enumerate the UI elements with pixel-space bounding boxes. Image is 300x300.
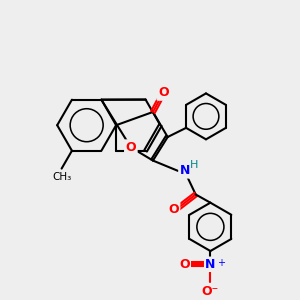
- Text: O: O: [158, 86, 169, 99]
- Text: N: N: [205, 258, 216, 271]
- Text: O: O: [179, 258, 190, 271]
- Text: H: H: [190, 160, 199, 170]
- Text: N: N: [179, 164, 190, 177]
- Text: CH₃: CH₃: [52, 172, 71, 182]
- Text: O: O: [125, 141, 136, 154]
- Text: O⁻: O⁻: [202, 285, 219, 298]
- Text: +: +: [217, 258, 225, 268]
- Text: O: O: [168, 203, 179, 216]
